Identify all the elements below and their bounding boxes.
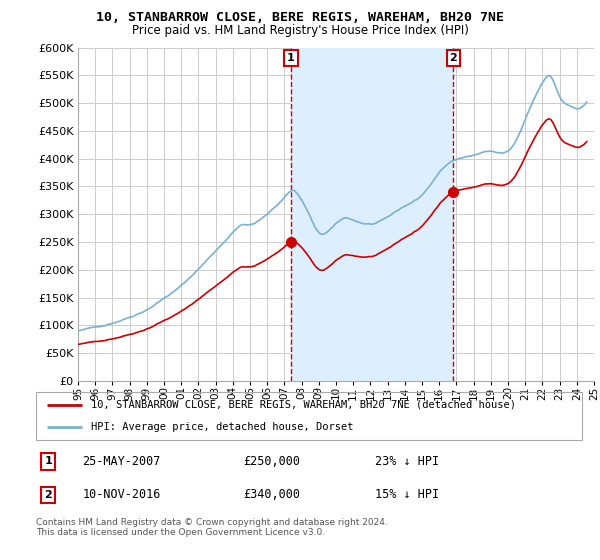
Text: £340,000: £340,000: [244, 488, 301, 501]
Text: 2: 2: [449, 53, 457, 63]
Text: 25-MAY-2007: 25-MAY-2007: [82, 455, 161, 468]
Text: 2: 2: [44, 490, 52, 500]
Text: 15% ↓ HPI: 15% ↓ HPI: [374, 488, 439, 501]
Text: £250,000: £250,000: [244, 455, 301, 468]
Text: 10, STANBARROW CLOSE, BERE REGIS, WAREHAM, BH20 7NE: 10, STANBARROW CLOSE, BERE REGIS, WAREHA…: [96, 11, 504, 24]
Text: Price paid vs. HM Land Registry's House Price Index (HPI): Price paid vs. HM Land Registry's House …: [131, 24, 469, 36]
Text: 10, STANBARROW CLOSE, BERE REGIS, WAREHAM, BH20 7NE (detached house): 10, STANBARROW CLOSE, BERE REGIS, WAREHA…: [91, 400, 515, 410]
Text: 1: 1: [44, 456, 52, 466]
Text: Contains HM Land Registry data © Crown copyright and database right 2024.
This d: Contains HM Land Registry data © Crown c…: [36, 518, 388, 538]
Bar: [291, 48, 454, 381]
Text: 23% ↓ HPI: 23% ↓ HPI: [374, 455, 439, 468]
Text: 10-NOV-2016: 10-NOV-2016: [82, 488, 161, 501]
Text: 1: 1: [287, 53, 295, 63]
Text: HPI: Average price, detached house, Dorset: HPI: Average price, detached house, Dors…: [91, 422, 353, 432]
